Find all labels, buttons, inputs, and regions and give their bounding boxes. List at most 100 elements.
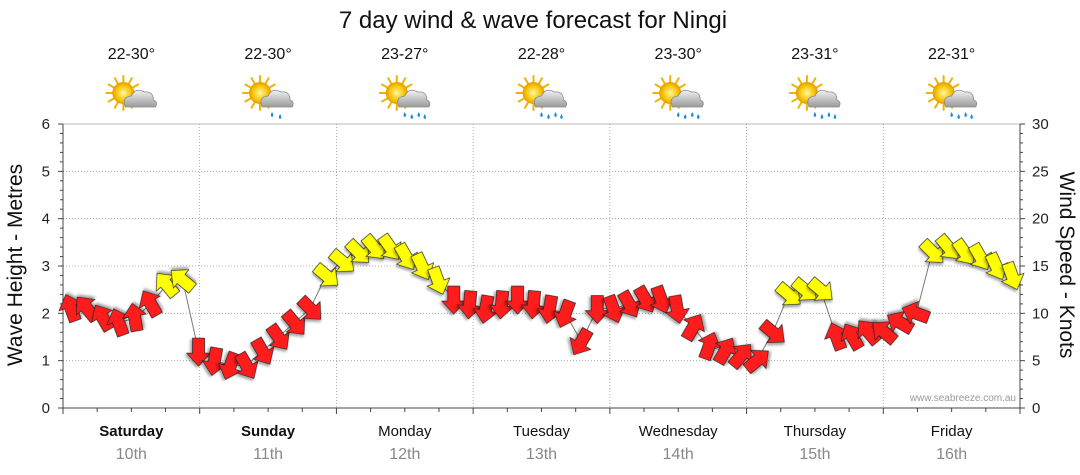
- sun-ray: [244, 83, 252, 89]
- sun-ray: [113, 77, 119, 85]
- wind-arrow: [584, 295, 611, 325]
- sun-ray: [542, 83, 550, 89]
- wind-arrow: [393, 241, 418, 270]
- sun-ray: [524, 77, 529, 85]
- rain-drop: [547, 114, 550, 119]
- cloud-shape: [123, 89, 157, 108]
- day-label: Wednesday: [639, 423, 718, 440]
- sun-ray: [381, 83, 389, 89]
- wind-arrow: [250, 336, 275, 365]
- showers-icon: [378, 75, 431, 119]
- sun-ray: [815, 83, 823, 89]
- wind-arrow: [680, 314, 705, 343]
- sun-ray: [654, 97, 662, 103]
- sun-ray: [264, 77, 270, 85]
- rain-drop: [970, 114, 973, 119]
- rain-drop: [403, 112, 407, 117]
- cloud-shape: [397, 89, 431, 108]
- y-tick-label-right: 20: [1032, 211, 1049, 228]
- wind-arrow: [569, 326, 594, 356]
- y-tick-label-right: 5: [1032, 353, 1040, 370]
- showers-icon: [515, 75, 568, 119]
- rain-drop: [423, 114, 427, 119]
- sun-ray: [674, 77, 680, 85]
- date-label: 10th: [116, 446, 147, 463]
- wind-arrow: [185, 337, 212, 367]
- wind-arrow: [1000, 260, 1025, 291]
- sun-ray: [934, 77, 940, 85]
- wind-arrow: [170, 269, 197, 294]
- rain-drop: [683, 114, 687, 119]
- temperature-label: 22-28°: [518, 46, 565, 63]
- wind-arrow: [774, 280, 801, 306]
- sun-ray: [387, 77, 393, 85]
- sun-ray: [678, 83, 686, 89]
- wind-arrow: [344, 237, 370, 263]
- rain-drop: [813, 112, 817, 117]
- day-label: Thursday: [784, 423, 847, 440]
- sun-ray: [381, 97, 389, 103]
- cloud-shape: [670, 89, 704, 108]
- date-label: 15th: [799, 446, 830, 463]
- wind-arrow: [426, 265, 451, 295]
- y-axis-left-label: Wave Height - Metres: [4, 164, 27, 366]
- wind-arrow: [758, 318, 785, 344]
- rain-drop: [696, 114, 700, 119]
- wind-arrow: [138, 290, 163, 319]
- cloud-shape: [260, 89, 294, 108]
- rain-drop: [957, 114, 960, 119]
- day-label: Monday: [378, 423, 432, 440]
- showers-icon: [788, 75, 841, 119]
- wind-arrow: [824, 322, 849, 352]
- sun-ray: [107, 97, 115, 103]
- sun-ray: [538, 77, 543, 85]
- wind-arrow: [872, 321, 899, 346]
- sun-ray: [524, 101, 529, 109]
- y-tick-label-right: 25: [1032, 163, 1049, 180]
- rain-drop: [410, 114, 414, 119]
- rain-drop: [676, 112, 680, 117]
- wind-arrow: [58, 294, 83, 324]
- sun-ray: [244, 97, 252, 103]
- day-label: Saturday: [99, 423, 164, 440]
- date-label: 16th: [936, 446, 967, 463]
- rain-drop: [833, 114, 837, 119]
- chart-title: 7 day wind & wave forecast for Ningi: [339, 7, 727, 34]
- sun-ray: [791, 97, 799, 103]
- y-tick-label-left: 3: [42, 258, 50, 275]
- temperature-label: 23-30°: [655, 46, 702, 63]
- sun-ray: [405, 83, 413, 89]
- wind-arrow: [617, 289, 642, 318]
- wind-arrow: [886, 310, 916, 335]
- wind-arrow: [106, 308, 131, 338]
- sun-ray: [660, 101, 666, 109]
- temperature-label: 22-31°: [928, 46, 975, 63]
- sun-ray: [131, 83, 140, 89]
- rain-drop: [950, 112, 953, 117]
- sun-ray: [952, 83, 960, 89]
- rain-drop: [554, 112, 557, 117]
- wind-arrow: [806, 276, 833, 301]
- y-tick-label-left: 6: [42, 116, 50, 133]
- sun-ray: [268, 83, 276, 89]
- temperature-label: 23-27°: [381, 46, 428, 63]
- wind-arrow: [280, 308, 306, 335]
- day-label: Tuesday: [513, 423, 570, 440]
- sun-ray: [517, 97, 525, 103]
- wind-arrow: [472, 294, 499, 324]
- wind-arrow: [410, 251, 435, 281]
- wind-arrow: [697, 331, 722, 362]
- cloud-shape: [944, 89, 978, 108]
- date-label: 13th: [526, 446, 557, 463]
- sun-ray: [107, 83, 115, 89]
- day-label: Friday: [931, 423, 973, 440]
- sun-ray: [791, 83, 799, 89]
- wind-arrow: [311, 262, 339, 287]
- wind-arrow: [742, 349, 769, 375]
- y-tick-label-right: 0: [1032, 400, 1040, 417]
- wind-arrow: [234, 350, 259, 379]
- y-tick-label-left: 2: [42, 305, 50, 322]
- y-tick-label-left: 5: [42, 163, 50, 180]
- cloud-shape: [807, 89, 841, 108]
